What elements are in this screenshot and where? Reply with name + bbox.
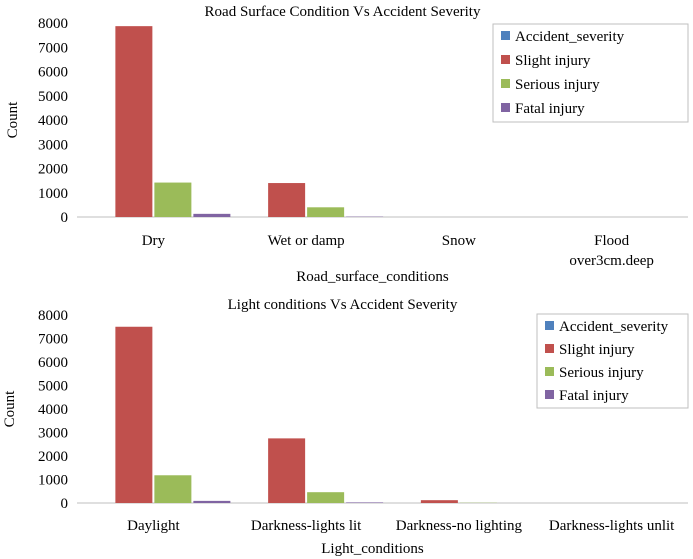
y-tick-label: 3000 — [38, 137, 68, 153]
legend-entry: Accident_severity — [515, 29, 625, 45]
bar — [154, 475, 192, 503]
bar — [193, 213, 231, 217]
chart-title: Road Surface Condition Vs Accident Sever… — [205, 4, 481, 20]
legend-swatch — [545, 344, 554, 353]
x-axis-label: Road_surface_conditions — [296, 269, 449, 285]
legend: Accident_severity Slight injury Serious in… — [536, 313, 689, 409]
legend-swatch — [545, 390, 554, 399]
x-tick-label: Wet or damp — [268, 233, 345, 249]
bar — [420, 500, 458, 503]
bar — [268, 438, 306, 503]
y-axis-label: Count — [5, 101, 21, 139]
y-tick-label: 8000 — [38, 308, 68, 324]
y-tick-label: 8000 — [38, 16, 68, 32]
legend-swatch — [501, 31, 510, 40]
x-axis-label: Light_conditions — [321, 541, 424, 557]
legend-swatch — [501, 55, 510, 64]
y-tick-label: 6000 — [38, 65, 68, 81]
y-tick-label: 6000 — [38, 355, 68, 371]
legend-entry: Accident_severity — [559, 319, 669, 335]
legend-box — [536, 313, 689, 409]
bar — [115, 26, 153, 218]
x-tick-label: Darkness-lights unlit — [549, 518, 675, 534]
y-tick-label: 1000 — [38, 473, 68, 489]
y-tick-label: 3000 — [38, 426, 68, 442]
bar — [307, 492, 345, 503]
y-tick-label: 4000 — [38, 113, 68, 129]
x-tick-label: Darkness-no lighting — [396, 518, 523, 534]
y-tick-label: 7000 — [38, 332, 68, 348]
x-tick-label: Darkness-lights lit — [251, 518, 362, 534]
legend: Accident_severity Slight injury Serious in… — [492, 23, 689, 123]
chart-1: Road Surface Condition Vs Accident Sever… — [5, 4, 689, 285]
legend-entry: Serious injury — [515, 77, 600, 93]
legend-entry: Slight injury — [559, 342, 635, 358]
y-tick-label: 2000 — [38, 449, 68, 465]
y-tick-label: 5000 — [38, 379, 68, 395]
y-tick-label: 4000 — [38, 402, 68, 418]
x-tick-label: Daylight — [127, 518, 180, 534]
bar — [115, 326, 153, 503]
legend-swatch — [545, 367, 554, 376]
legend-entry: Fatal injury — [559, 388, 629, 404]
y-axis-label: Count — [2, 390, 18, 428]
bar — [346, 502, 384, 503]
bar — [307, 207, 345, 217]
legend-entry: Slight injury — [515, 53, 591, 69]
x-tick-label: Snow — [442, 233, 476, 249]
x-tick-label: over3cm.deep — [569, 253, 654, 269]
y-tick-label: 1000 — [38, 186, 68, 202]
bar — [193, 500, 231, 503]
x-tick-label: Flood — [594, 233, 630, 249]
legend-swatch — [501, 79, 510, 88]
bar — [154, 182, 192, 217]
chart-2: Light conditions Vs Accident Severity 0 10… — [2, 297, 689, 557]
y-tick-label: 5000 — [38, 89, 68, 105]
y-tick-label: 7000 — [38, 40, 68, 56]
y-tick-label: 0 — [61, 210, 69, 226]
x-tick-label: Dry — [142, 233, 166, 249]
legend-box — [492, 23, 689, 123]
y-tick-label: 0 — [61, 496, 69, 512]
legend-entry: Fatal injury — [515, 101, 585, 117]
legend-swatch — [545, 321, 554, 330]
bar — [268, 183, 306, 217]
chart-title: Light conditions Vs Accident Severity — [228, 297, 458, 313]
legend-entry: Serious injury — [559, 365, 644, 381]
legend-swatch — [501, 103, 510, 112]
y-tick-label: 2000 — [38, 162, 68, 178]
